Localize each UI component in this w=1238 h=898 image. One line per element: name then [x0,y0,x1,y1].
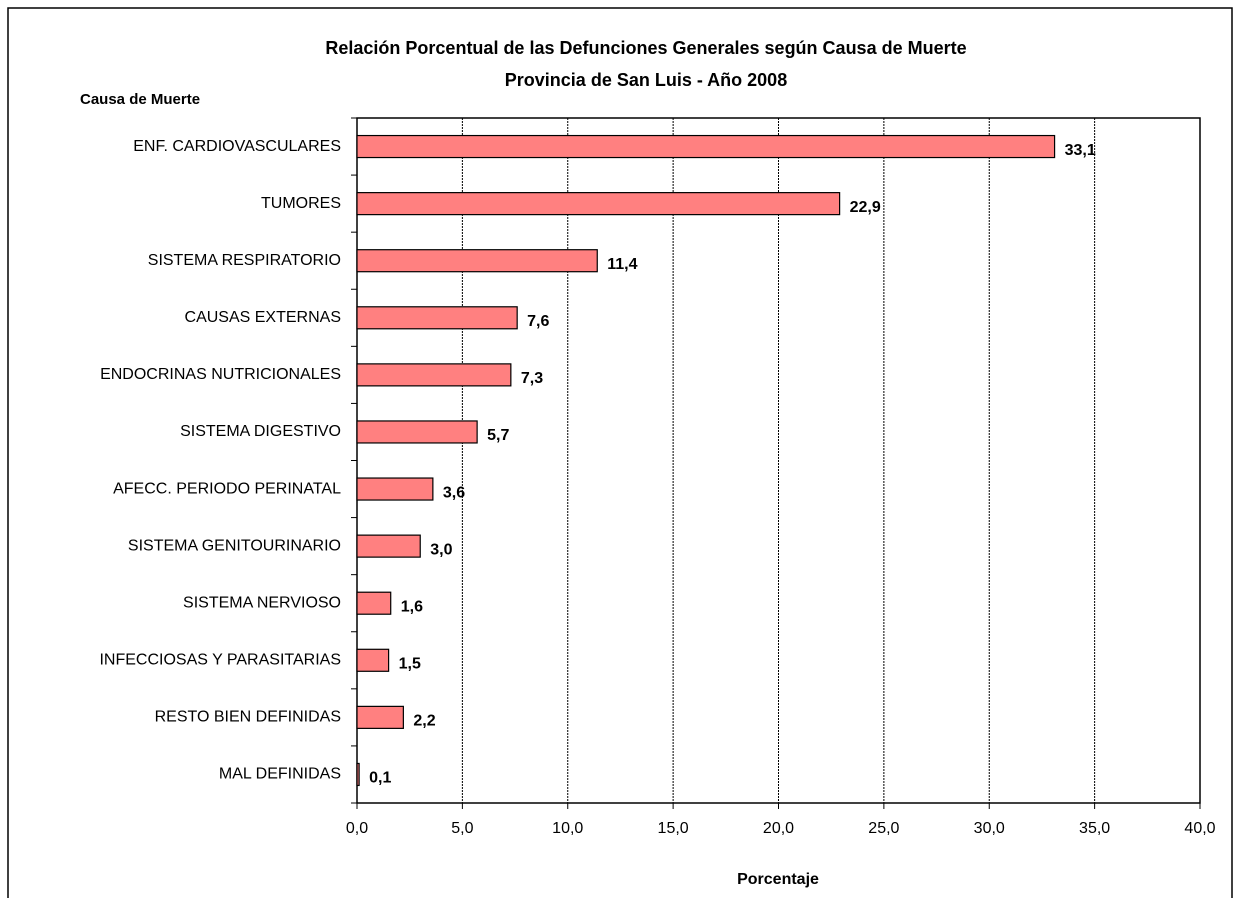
y-tick-label: SISTEMA RESPIRATORIO [148,252,341,269]
bar [356,591,392,615]
bar [356,762,360,787]
x-tick-label: 10,0 [552,820,583,837]
y-tick-label: SISTEMA DIGESTIVO [180,423,341,440]
bar [356,134,1056,159]
x-tick-label: 35,0 [1079,820,1110,837]
y-tick-label: ENF. CARDIOVASCULARES [133,138,341,155]
bar [356,534,421,558]
value-label: 33,1 [1065,142,1096,159]
value-label: 11,4 [607,256,637,273]
chart-subtitle: Provincia de San Luis - Año 2008 [505,70,787,90]
x-tick-label: 25,0 [868,820,899,837]
value-label: 2,2 [413,713,435,730]
value-label: 3,0 [430,541,452,558]
x-axis-label: Porcentaje [737,871,819,888]
y-tick-label: SISTEMA NERVIOSO [183,594,341,611]
bar [356,648,390,672]
bar [356,249,598,273]
bar [356,192,841,216]
x-tick-label: 5,0 [451,820,473,837]
y-tick-label: AFECC. PERIODO PERINATAL [113,480,341,497]
value-label: 1,5 [399,656,421,673]
y-axis-label: Causa de Muerte [80,91,200,108]
y-tick-label: MAL DEFINIDAS [219,766,341,783]
y-tick-label: CAUSAS EXTERNAS [185,309,341,326]
value-label: 7,6 [527,313,549,330]
bar [356,363,512,387]
chart-title: Relación Porcentual de las Defunciones G… [325,38,966,58]
bar [356,705,404,729]
y-tick-label: ENDOCRINAS NUTRICIONALES [100,366,341,383]
y-tick-label: RESTO BIEN DEFINIDAS [155,709,341,726]
x-tick-label: 30,0 [974,820,1005,837]
value-label: 7,3 [521,370,543,387]
x-tick-label: 0,0 [346,820,368,837]
y-tick-label: INFECCIOSAS Y PARASITARIAS [99,652,341,669]
value-label: 1,6 [401,598,423,615]
y-tick-label: TUMORES [261,195,341,212]
x-tick-label: 20,0 [763,820,794,837]
value-label: 0,1 [369,770,391,787]
value-label: 3,6 [443,484,465,501]
bar [356,306,518,330]
x-tick-label: 15,0 [658,820,689,837]
value-label: 22,9 [850,199,881,216]
x-tick-label: 40,0 [1184,820,1215,837]
value-label: 5,7 [487,427,509,444]
bar [356,420,478,444]
bar [356,477,434,501]
y-tick-label: SISTEMA GENITOURINARIO [128,537,341,554]
